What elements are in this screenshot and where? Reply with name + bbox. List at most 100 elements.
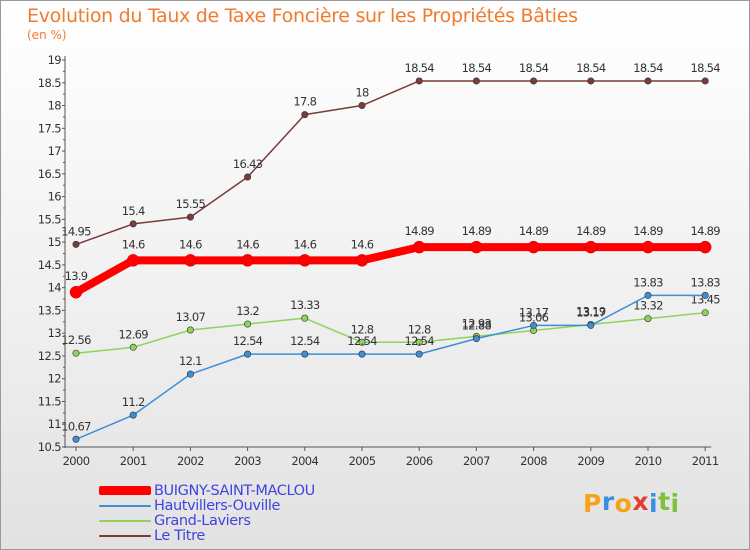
y-tick-label: 17.5 [38, 121, 61, 135]
chart-title: Evolution du Taux de Taxe Foncière sur l… [27, 5, 578, 27]
data-label: 14.95 [61, 224, 91, 238]
data-point [587, 77, 595, 85]
data-label: 18.54 [519, 61, 549, 75]
data-label: 12.54 [404, 334, 434, 348]
data-point [472, 77, 480, 85]
data-label: 12.54 [233, 334, 263, 348]
data-label: 12.8 [351, 322, 374, 336]
data-label: 13.07 [176, 310, 206, 324]
data-label: 13.33 [290, 298, 320, 312]
y-tick-label: 15.5 [38, 212, 61, 226]
data-point [584, 240, 598, 254]
x-tick-label: 2001 [120, 454, 147, 468]
brand-letter: x [632, 487, 649, 516]
data-label: 13.45 [690, 293, 720, 307]
data-point [358, 350, 366, 358]
data-label: 13.9 [65, 269, 88, 283]
y-tick-label: 14.5 [38, 258, 61, 272]
y-axis-ticks: 10.5 11 11.5 12 12.5 13 13.5 14 14.5 15 15.5 16 16.5… [38, 53, 65, 454]
data-label: 14.6 [293, 237, 316, 251]
data-point [415, 77, 423, 85]
x-tick-label: 2004 [291, 454, 318, 468]
data-label: 18.54 [690, 61, 720, 75]
data-label: 13.19 [576, 305, 606, 319]
brand-letter: t [658, 487, 671, 516]
data-label: 14.6 [179, 237, 202, 251]
data-label: 13.2 [236, 304, 259, 318]
data-label: 14.89 [576, 224, 606, 238]
brand-letter: P [583, 489, 602, 518]
data-point [641, 240, 655, 254]
x-tick-label: 2008 [520, 454, 547, 468]
data-label: 18 [355, 86, 369, 100]
data-label: 12.8 [408, 322, 431, 336]
data-point [244, 320, 252, 328]
data-label: 12.69 [118, 327, 148, 341]
data-point [644, 77, 652, 85]
data-point [472, 335, 480, 343]
data-point [415, 338, 423, 346]
data-point [358, 102, 366, 110]
x-axis-ticks: 2000 2001 2002 2003 2004 2005 2006 2007 2008 2009… [63, 447, 720, 468]
legend-swatch [99, 534, 151, 537]
data-label: 18.54 [576, 61, 606, 75]
series-buigny-saint-maclou: 13.9 14.6 14.6 14.6 14.6 14.6 14.89 14.89 14.89 1… [65, 224, 721, 299]
data-point [701, 291, 709, 299]
data-point [415, 350, 423, 358]
data-label: 12.93 [462, 316, 492, 330]
data-label: 12.1 [179, 354, 202, 368]
data-label: 12.54 [290, 334, 320, 348]
data-point [186, 326, 194, 334]
x-tick-label: 2002 [177, 454, 204, 468]
y-tick-label: 12.5 [38, 349, 61, 363]
series-le-titre: 14.95 15.4 15.55 16.43 17.8 18 18.54 18.54 18.54… [61, 61, 721, 248]
legend-label: BUIGNY-SAINT-MACLOU [154, 482, 315, 499]
x-tick-label: 2010 [635, 454, 662, 468]
chart-legend: BUIGNY-SAINT-MACLOU Hautvillers-Ouville Gr… [99, 482, 315, 544]
legend-item: BUIGNY-SAINT-MACLOU [99, 482, 315, 499]
data-label: 18.54 [462, 61, 492, 75]
data-label: 14.89 [462, 224, 492, 238]
series-line [72, 243, 710, 297]
data-point [186, 370, 194, 378]
data-point [412, 240, 426, 254]
legend-swatch [99, 519, 151, 522]
data-label: 18.54 [404, 61, 434, 75]
data-label: 12.54 [347, 334, 377, 348]
data-point [358, 338, 366, 346]
axes: 10.5 11 11.5 12 12.5 13 13.5 14 14.5 15 15.5 16 16.5… [38, 53, 720, 468]
series-line [75, 294, 706, 441]
data-label: 14.89 [690, 224, 720, 238]
legend-swatch [99, 486, 151, 495]
x-tick-label: 2007 [463, 454, 490, 468]
data-point [72, 435, 80, 443]
data-label: 13.06 [519, 310, 549, 324]
legend-item: Le Titre [99, 528, 315, 544]
data-point [184, 254, 197, 267]
data-point [244, 173, 252, 181]
y-tick-label: 19 [48, 53, 62, 67]
y-tick-label: 18.5 [38, 76, 61, 90]
data-label: 14.6 [351, 237, 374, 251]
data-label: 13.17 [576, 305, 606, 319]
data-point [355, 254, 369, 267]
data-label: 11.2 [122, 395, 145, 409]
data-point [72, 240, 80, 248]
data-label: 15.55 [176, 197, 206, 211]
data-point [69, 285, 83, 299]
data-label: 16.43 [233, 157, 263, 171]
y-axis-unit: (en %) [27, 28, 67, 42]
x-tick-label: 2005 [349, 454, 376, 468]
data-label: 14.6 [236, 237, 259, 251]
data-point [72, 349, 80, 357]
series-hautvillers-ouville: 10.67 11.2 12.1 12.54 12.54 12.54 12.54 12.88 13… [61, 275, 721, 443]
data-label: 10.67 [61, 419, 91, 433]
data-label: 14.89 [404, 224, 434, 238]
series-grand-laviers: 12.56 12.69 13.07 13.2 13.33 12.8 12.8 12.93 13.… [61, 293, 721, 357]
brand-letter: i [649, 489, 659, 518]
legend-label: Grand-Laviers [154, 512, 251, 529]
data-label: 17.8 [293, 95, 316, 109]
x-tick-label: 2000 [63, 454, 90, 468]
